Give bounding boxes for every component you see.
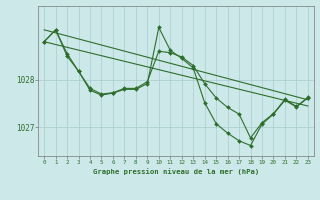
X-axis label: Graphe pression niveau de la mer (hPa): Graphe pression niveau de la mer (hPa): [93, 168, 259, 175]
